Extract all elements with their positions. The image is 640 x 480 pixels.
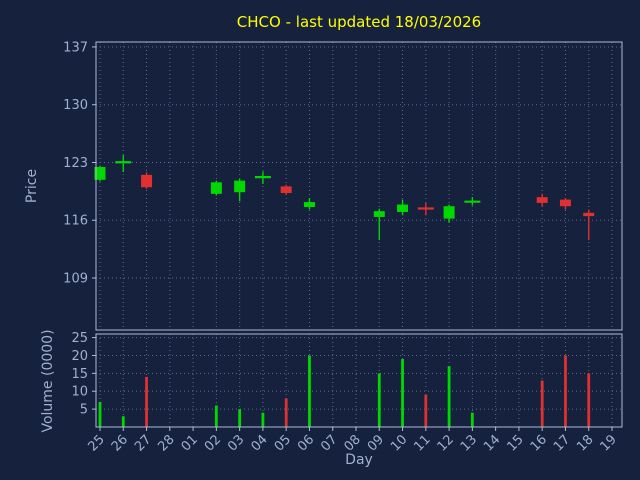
volume-bar [308, 355, 311, 427]
volume-bar [377, 373, 381, 427]
candle-body [583, 212, 595, 217]
volume-bar [284, 398, 288, 427]
volume-bar [261, 412, 265, 427]
x-tick-label: 13 [458, 432, 480, 454]
volume-panel-border [95, 333, 623, 428]
x-tick-label: 28 [155, 432, 177, 454]
candle-body [141, 174, 153, 188]
x-tick-label: 03 [225, 432, 247, 454]
volume-tick-label: 10 [71, 385, 88, 400]
candle-body [397, 204, 409, 212]
x-axis-label: Day [345, 452, 373, 468]
volume-tick-label: 25 [71, 331, 88, 346]
price-tick-label: 116 [63, 214, 88, 229]
price-panel-border [95, 41, 623, 331]
candle-body [443, 206, 455, 219]
volume-bar [424, 394, 428, 427]
price-axis-label: Price [24, 168, 40, 204]
volume-bar [238, 409, 242, 427]
candle-body [536, 197, 548, 203]
candle-body [559, 199, 571, 207]
volume-tick-label: 15 [71, 367, 88, 382]
x-tick-label: 10 [388, 432, 410, 454]
x-tick-label: 01 [179, 432, 201, 454]
x-tick-label: 15 [504, 432, 526, 454]
volume-bar [470, 412, 474, 427]
price-tick-label: 130 [63, 98, 88, 113]
volume-bar [447, 366, 451, 427]
candle-body [234, 180, 246, 193]
candle-body [373, 211, 385, 217]
x-tick-label: 12 [435, 432, 457, 454]
x-tick-label: 02 [202, 432, 224, 454]
x-tick-label: 14 [481, 432, 503, 454]
x-tick-label: 05 [272, 432, 294, 454]
volume-bar [587, 373, 591, 427]
x-tick-label: 04 [248, 432, 270, 454]
x-tick-label: 26 [109, 432, 131, 454]
x-tick-label: 19 [598, 432, 620, 454]
x-tick-label: 25 [86, 432, 108, 454]
volume-bar [401, 359, 404, 427]
candle-body [210, 182, 222, 194]
volume-axis-label: Volume (0000) [40, 329, 56, 433]
x-tick-label: 07 [318, 432, 340, 454]
volume-bar [145, 376, 148, 427]
volume-bar [540, 380, 544, 427]
volume-tick-label: 5 [80, 403, 88, 418]
volume-bar [564, 355, 567, 427]
candle-body [303, 202, 315, 208]
x-tick-label: 17 [551, 432, 573, 454]
x-tick-label: 27 [132, 432, 154, 454]
candle-body [280, 186, 292, 194]
x-tick-label: 11 [411, 432, 433, 454]
x-tick-label: 06 [295, 432, 317, 454]
volume-bar [121, 416, 125, 427]
volume-bar [214, 405, 218, 427]
x-tick-label: 18 [574, 432, 596, 454]
price-tick-label: 123 [63, 156, 88, 171]
chart-title: CHCO - last updated 18/03/2026 [236, 13, 482, 31]
price-tick-label: 137 [63, 40, 88, 55]
candle-body [94, 167, 106, 180]
volume-bar [98, 401, 102, 427]
volume-tick-label: 20 [71, 349, 88, 364]
price-tick-label: 109 [63, 272, 88, 287]
x-tick-label: 16 [528, 432, 550, 454]
